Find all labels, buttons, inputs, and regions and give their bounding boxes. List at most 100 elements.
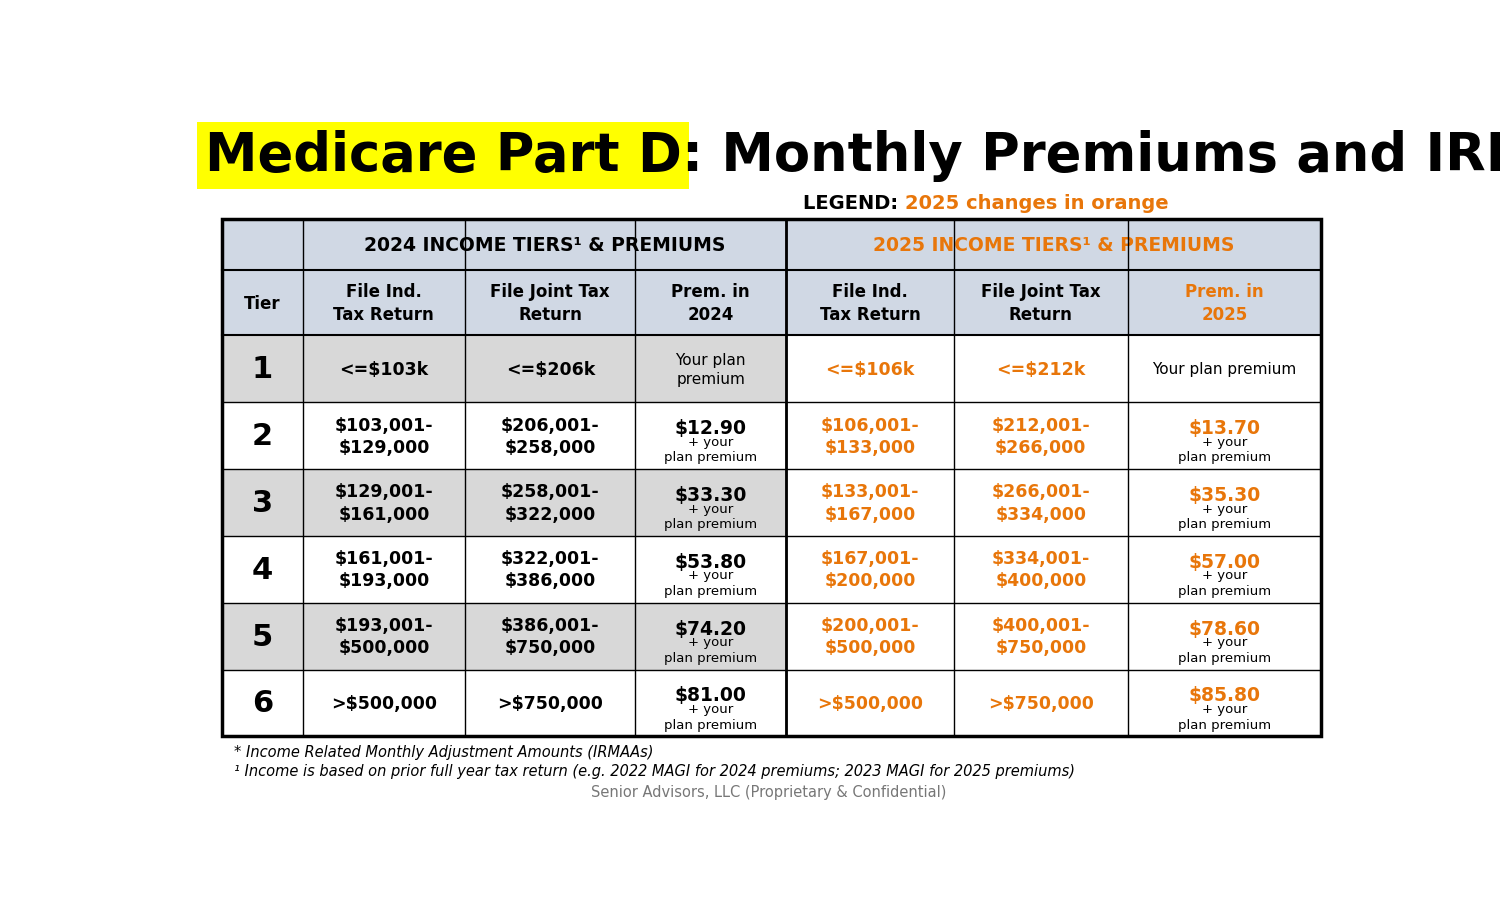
Text: <=$212k: <=$212k — [996, 360, 1086, 379]
Text: : Monthly Premiums and IRMAA*: : Monthly Premiums and IRMAA* — [681, 130, 1500, 182]
Bar — [954, 470, 1128, 537]
Text: $212,001-
$266,000: $212,001- $266,000 — [992, 416, 1090, 456]
Bar — [222, 336, 303, 403]
Bar — [1128, 537, 1322, 603]
Text: $193,001-
$500,000: $193,001- $500,000 — [334, 617, 433, 656]
Bar — [465, 670, 636, 736]
Bar — [222, 603, 303, 670]
Bar — [786, 470, 954, 537]
Bar — [786, 603, 954, 670]
Text: $206,001-
$258,000: $206,001- $258,000 — [501, 416, 600, 456]
Text: Your plan
premium: Your plan premium — [675, 353, 746, 386]
Text: $266,001-
$334,000: $266,001- $334,000 — [992, 482, 1090, 523]
Text: $400,001-
$750,000: $400,001- $750,000 — [992, 617, 1090, 656]
Text: Your plan premium: Your plan premium — [1152, 362, 1296, 377]
Bar — [954, 537, 1128, 603]
Bar — [303, 220, 786, 271]
Text: 6: 6 — [252, 688, 273, 718]
Text: $53.80: $53.80 — [675, 552, 747, 571]
Text: Senior Advisors, LLC (Proprietary & Confidential): Senior Advisors, LLC (Proprietary & Conf… — [591, 784, 946, 800]
Text: $35.30: $35.30 — [1188, 485, 1260, 505]
Text: 5: 5 — [252, 622, 273, 651]
Bar — [303, 271, 465, 336]
Text: + your
plan premium: + your plan premium — [664, 569, 758, 597]
Bar — [954, 336, 1128, 403]
Text: <=$103k: <=$103k — [339, 360, 429, 379]
Text: $13.70: $13.70 — [1188, 419, 1260, 437]
Text: $334,001-
$400,000: $334,001- $400,000 — [992, 550, 1090, 590]
Bar — [636, 271, 786, 336]
Bar — [303, 470, 465, 537]
Text: 1: 1 — [252, 355, 273, 384]
Bar — [222, 470, 303, 537]
Bar — [1128, 336, 1322, 403]
Text: $167,001-
$200,000: $167,001- $200,000 — [821, 550, 920, 590]
Text: File Ind.
Tax Return: File Ind. Tax Return — [819, 283, 921, 323]
Bar — [465, 271, 636, 336]
Bar — [636, 537, 786, 603]
Bar — [303, 670, 465, 736]
Bar — [954, 670, 1128, 736]
Text: $386,001-
$750,000: $386,001- $750,000 — [501, 617, 600, 656]
Text: $129,001-
$161,000: $129,001- $161,000 — [334, 482, 433, 523]
Text: $12.90: $12.90 — [675, 419, 747, 437]
Text: 4: 4 — [252, 555, 273, 584]
Bar — [786, 403, 954, 470]
Text: File Joint Tax
Return: File Joint Tax Return — [981, 283, 1101, 323]
Bar — [303, 537, 465, 603]
Bar — [954, 271, 1128, 336]
Bar — [786, 220, 1322, 271]
Bar — [465, 537, 636, 603]
Bar — [954, 403, 1128, 470]
Text: $74.20: $74.20 — [675, 618, 747, 638]
Text: Tier: Tier — [244, 294, 280, 312]
Bar — [222, 537, 303, 603]
Text: * Income Related Monthly Adjustment Amounts (IRMAAs): * Income Related Monthly Adjustment Amou… — [234, 744, 654, 760]
Text: + your
plan premium: + your plan premium — [664, 702, 758, 731]
Text: <=$106k: <=$106k — [825, 360, 915, 379]
Bar — [303, 403, 465, 470]
Text: $103,001-
$129,000: $103,001- $129,000 — [334, 416, 433, 456]
Bar — [1128, 271, 1322, 336]
Text: + your
plan premium: + your plan premium — [1178, 636, 1270, 664]
Text: 3: 3 — [252, 488, 273, 517]
Bar — [636, 603, 786, 670]
Bar — [786, 336, 954, 403]
Bar — [1128, 470, 1322, 537]
Bar — [303, 603, 465, 670]
Text: $81.00: $81.00 — [675, 686, 747, 705]
Bar — [1128, 670, 1322, 736]
Text: + your
plan premium: + your plan premium — [664, 436, 758, 464]
Text: Medicare Part D: Medicare Part D — [204, 130, 681, 182]
Text: + your
plan premium: + your plan premium — [1178, 436, 1270, 464]
Text: LEGEND:: LEGEND: — [802, 194, 904, 213]
Bar — [222, 670, 303, 736]
Text: <=$206k: <=$206k — [506, 360, 596, 379]
Bar — [465, 403, 636, 470]
Bar — [465, 470, 636, 537]
Bar — [222, 220, 303, 336]
Text: $161,001-
$193,000: $161,001- $193,000 — [334, 550, 433, 590]
Text: $78.60: $78.60 — [1188, 618, 1260, 638]
Bar — [465, 336, 636, 403]
Bar — [786, 271, 954, 336]
Bar — [636, 470, 786, 537]
Text: ¹ Income is based on prior full year tax return (e.g. 2022 MAGI for 2024 premium: ¹ Income is based on prior full year tax… — [234, 763, 1076, 778]
Bar — [636, 403, 786, 470]
Bar — [222, 403, 303, 470]
Text: File Joint Tax
Return: File Joint Tax Return — [490, 283, 610, 323]
Text: $133,001-
$167,000: $133,001- $167,000 — [821, 482, 920, 523]
Text: >$750,000: >$750,000 — [498, 694, 603, 712]
Text: 2025 changes in orange: 2025 changes in orange — [904, 194, 1168, 213]
Text: $258,001-
$322,000: $258,001- $322,000 — [501, 482, 600, 523]
Bar — [303, 336, 465, 403]
Text: >$750,000: >$750,000 — [988, 694, 1094, 712]
Text: $57.00: $57.00 — [1188, 552, 1260, 571]
Text: >$500,000: >$500,000 — [818, 694, 922, 712]
Text: $322,001-
$386,000: $322,001- $386,000 — [501, 550, 600, 590]
Bar — [636, 670, 786, 736]
Bar — [1128, 403, 1322, 470]
Bar — [954, 603, 1128, 670]
Text: 2: 2 — [252, 422, 273, 450]
Text: + your
plan premium: + your plan premium — [1178, 702, 1270, 731]
